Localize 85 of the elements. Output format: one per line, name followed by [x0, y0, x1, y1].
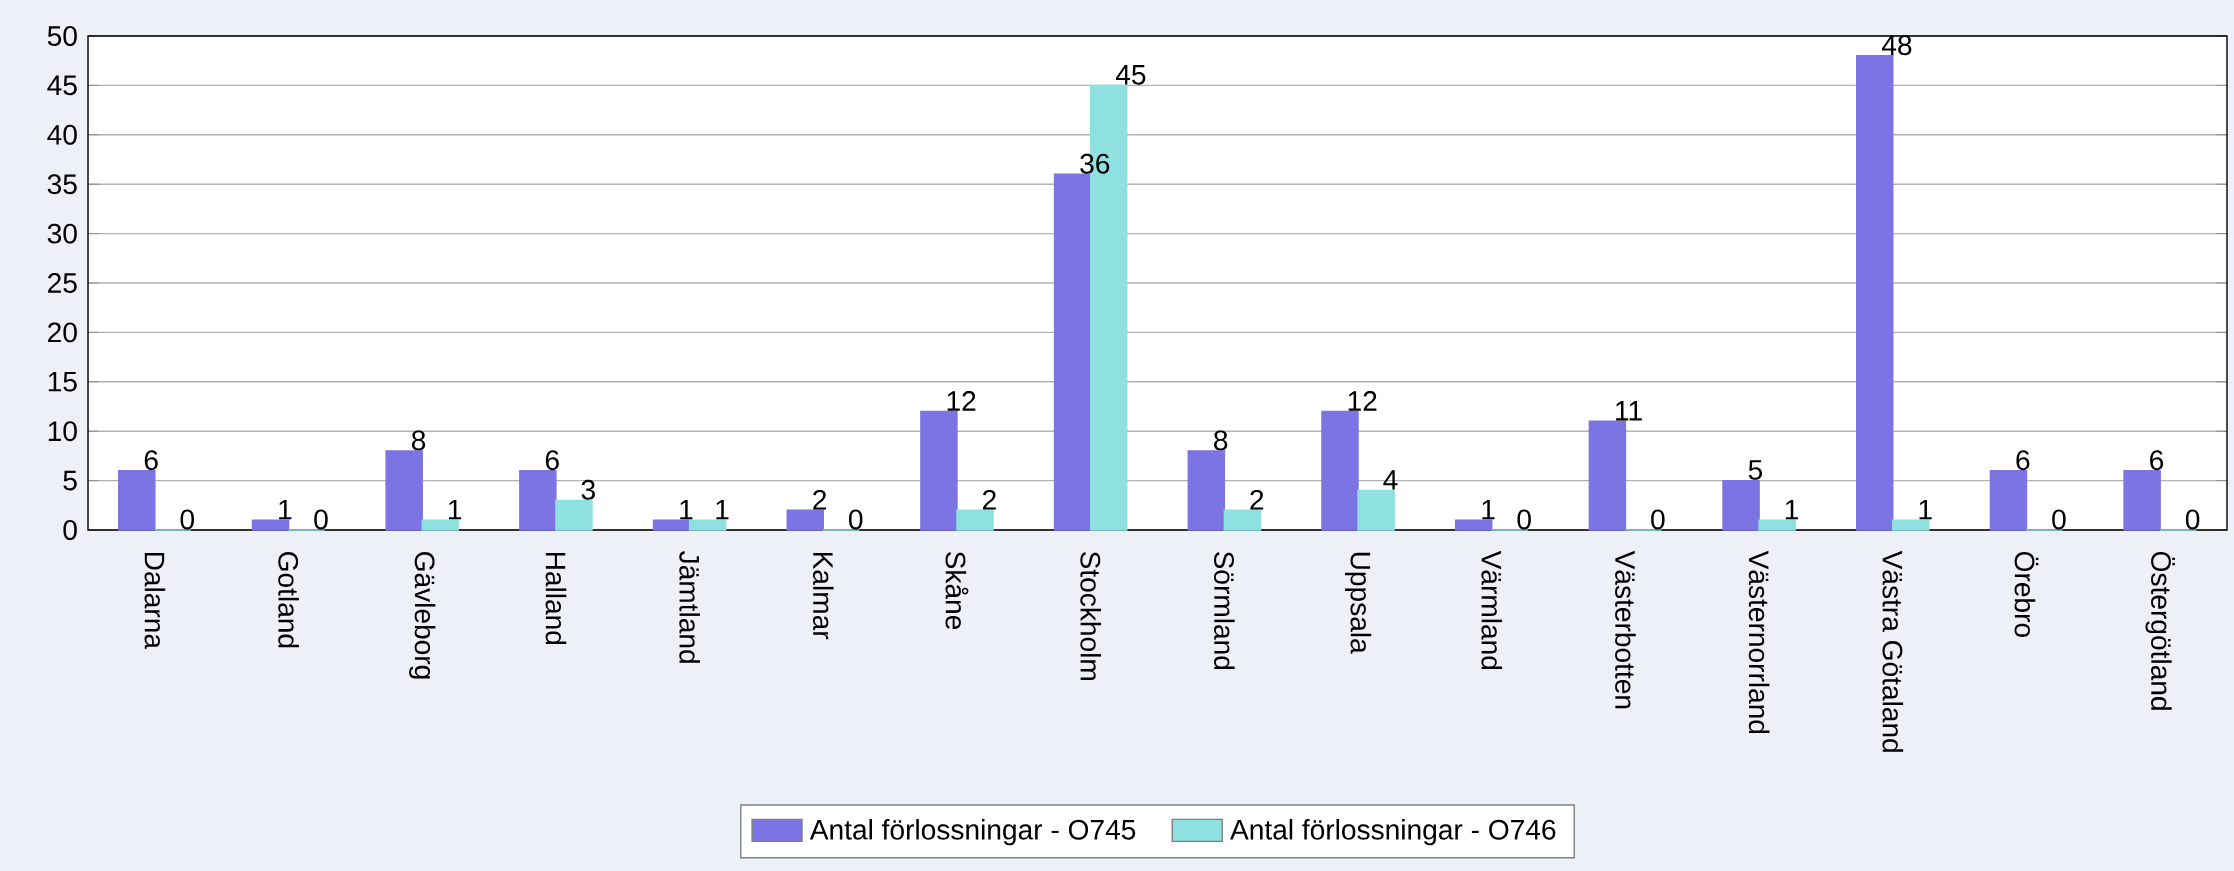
bar — [1187, 450, 1226, 531]
bar — [1357, 489, 1395, 531]
data-label: 0 — [1517, 509, 1531, 530]
x-tick-label: Skåne — [945, 551, 969, 630]
bar — [688, 519, 727, 531]
data-label: 1 — [448, 499, 462, 520]
data-label: 45 — [1115, 65, 1146, 85]
data-label: 6 — [545, 450, 559, 471]
x-tick-label: Dalarna — [144, 552, 166, 650]
x-tick-label: Jämtland — [679, 551, 700, 663]
data-label: 2 — [813, 489, 827, 510]
data-label: 0 — [2052, 509, 2066, 530]
x-tick-label: Uppsala — [1344, 552, 1372, 654]
bar — [251, 519, 290, 531]
y-tick-label: 5 — [63, 470, 77, 491]
y-tick-label: 45 — [47, 75, 77, 96]
bar — [1989, 470, 2028, 531]
bar — [1454, 519, 1493, 531]
bar — [1223, 509, 1262, 531]
y-tick-label: 15 — [48, 371, 77, 392]
data-label: 12 — [1348, 391, 1377, 411]
bar — [956, 509, 994, 531]
data-label: 1 — [716, 499, 729, 520]
y-tick-label: 25 — [48, 273, 77, 293]
data-label: 12 — [947, 391, 976, 411]
data-label: 6 — [2150, 450, 2164, 471]
data-label: 6 — [2016, 450, 2030, 471]
data-label: 36 — [1080, 153, 1110, 174]
data-label: 1 — [1785, 499, 1798, 520]
bar — [786, 509, 825, 531]
data-label: 3 — [581, 479, 595, 500]
bar — [1855, 55, 1894, 531]
x-tick-label: Sörmland — [1214, 551, 1235, 670]
data-label: 11 — [1616, 401, 1642, 421]
bar — [519, 470, 557, 531]
x-tick-label: Västerbotten — [1615, 550, 1636, 709]
bar — [920, 410, 958, 531]
y-tick-label: 35 — [47, 174, 77, 195]
bar — [1321, 410, 1359, 531]
data-label: 0 — [1651, 509, 1665, 530]
y-tick-label: 40 — [47, 124, 77, 145]
legend-label: Antal förlossningar - O745 — [809, 819, 1136, 846]
x-tick-label: Gävleborg — [409, 552, 436, 679]
y-tick-label: 50 — [47, 26, 77, 46]
bar — [118, 470, 156, 531]
data-label: 0 — [314, 509, 328, 530]
data-label: 5 — [1748, 460, 1763, 480]
data-label: 2 — [983, 489, 996, 510]
bar — [421, 519, 460, 531]
data-label: 1 — [279, 499, 292, 520]
data-label: 1 — [1482, 499, 1495, 520]
x-tick-label: Gotland — [278, 552, 299, 648]
data-label: 8 — [1214, 430, 1228, 451]
data-label: 1 — [1919, 499, 1932, 520]
bar — [1053, 173, 1092, 531]
x-tick-label: Värmland — [1481, 550, 1503, 670]
y-tick-label: 20 — [48, 322, 77, 343]
data-label: 8 — [411, 430, 426, 451]
y-tick-label: 0 — [63, 520, 77, 540]
x-tick-label: Stockholm — [1080, 551, 1102, 680]
data-label: 2 — [1250, 489, 1264, 510]
x-tick-label: Örebro — [2014, 551, 2039, 637]
x-tick-label: Västra Götaland — [1882, 550, 1904, 752]
y-tick-label: 10 — [48, 421, 77, 442]
bar — [2123, 470, 2161, 531]
x-tick-label: Västernorrland — [1748, 550, 1770, 734]
bar — [652, 519, 691, 531]
data-label: 6 — [144, 450, 158, 471]
bar — [555, 499, 593, 531]
bar — [1892, 519, 1930, 531]
bar — [1722, 479, 1760, 531]
x-tick-label: Halland — [545, 552, 567, 645]
bar — [1588, 420, 1627, 531]
data-label: 1 — [680, 499, 693, 520]
data-label: 0 — [180, 509, 195, 530]
bar — [1758, 519, 1796, 531]
bar — [385, 450, 423, 531]
legend-label: Antal förlossningar - O746 — [1230, 819, 1556, 846]
data-label: 48 — [1881, 35, 1912, 56]
x-tick-label: Östergötland — [2145, 551, 2175, 710]
x-tick-label: Kalmar — [812, 552, 834, 640]
data-label: 0 — [849, 509, 863, 530]
y-tick-label: 30 — [47, 223, 77, 244]
data-label: 4 — [1383, 470, 1398, 490]
data-label: 0 — [2185, 509, 2200, 530]
